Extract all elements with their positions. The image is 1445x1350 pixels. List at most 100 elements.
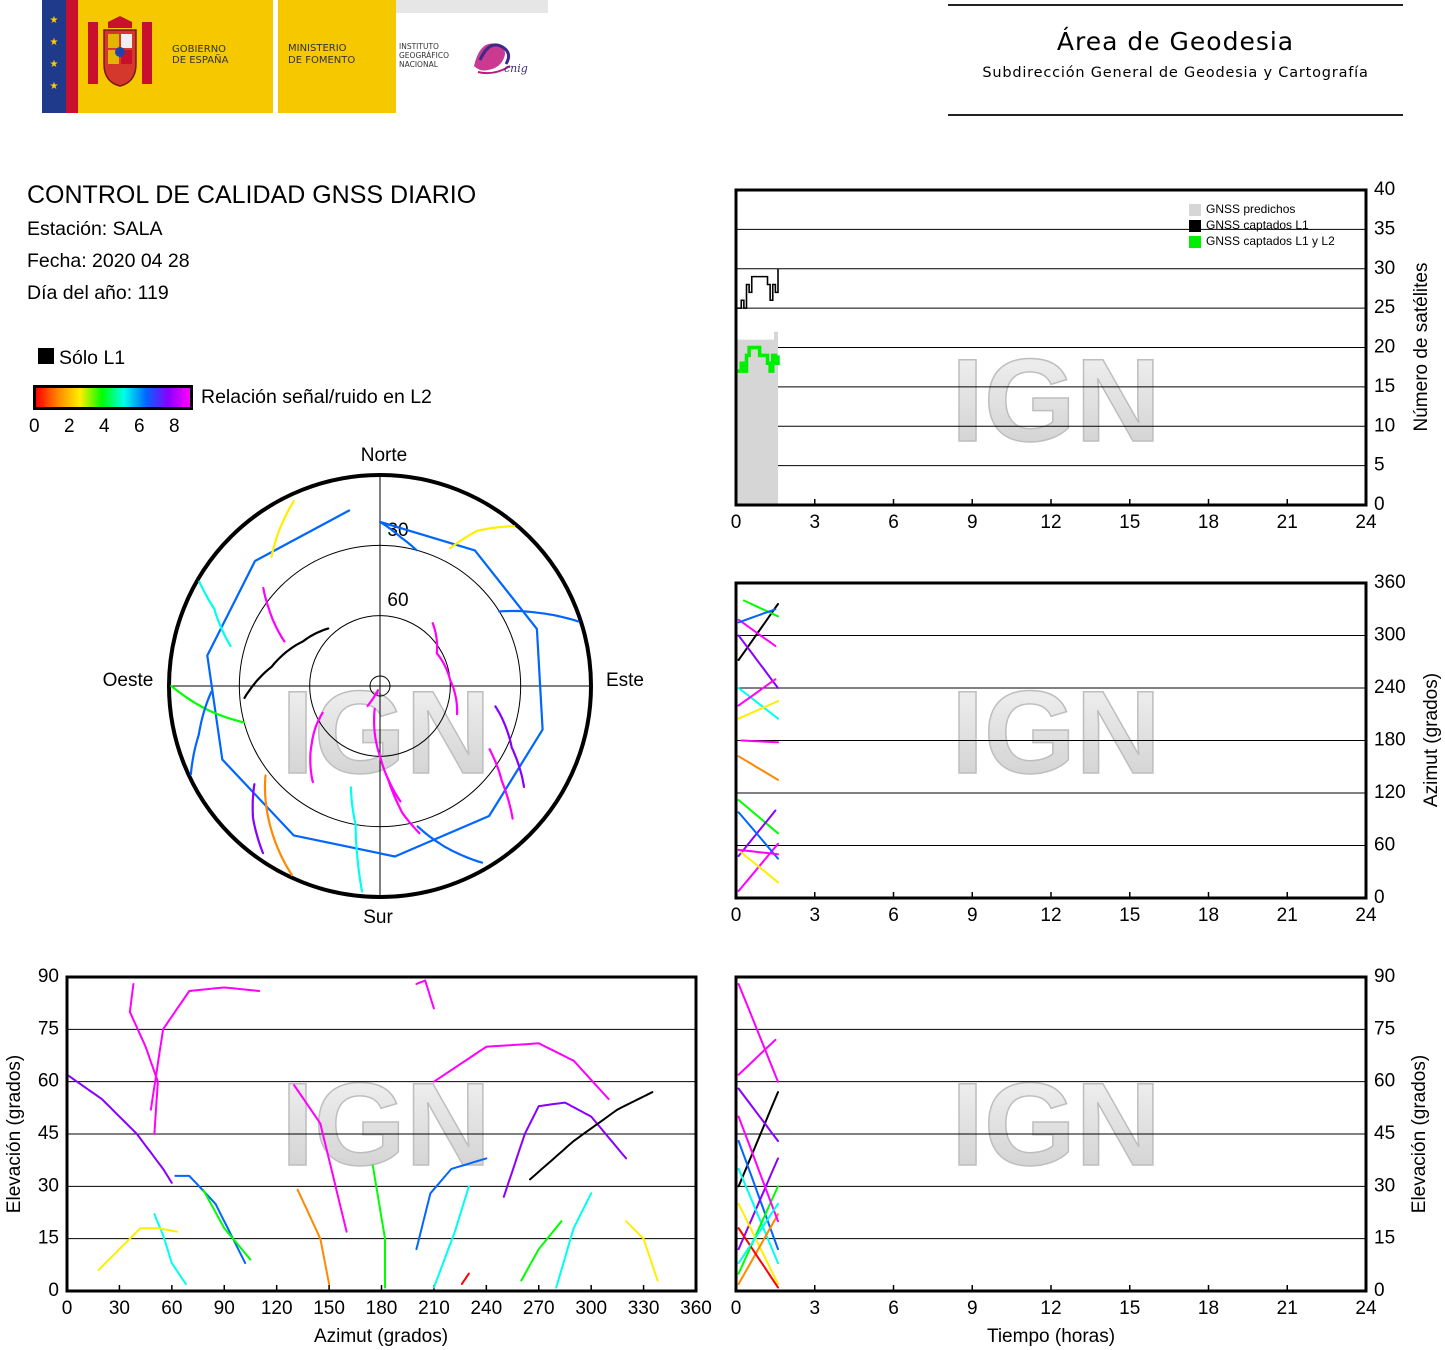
x-tick-label: 9 (967, 1298, 978, 1319)
flag-red-bar (66, 0, 78, 113)
x-tick-label: 12 (1040, 512, 1061, 533)
y-tick-label: 90 (38, 966, 59, 987)
satellite-track (66, 1073, 173, 1184)
satellite-track (737, 700, 779, 720)
y-tick-label: 90 (1374, 966, 1395, 987)
y-tick-label: 10 (1374, 415, 1395, 436)
satellite-track (97, 1227, 179, 1272)
y-tick-label: 35 (1374, 218, 1395, 239)
label-south: Sur (363, 907, 393, 928)
header-logo-bar: ★ ★ ★ ★ GOBIERNO DE ESPAÑA MINISTERIO DE FO… (42, 0, 548, 113)
y-tick-label: 75 (38, 1018, 59, 1039)
satellite-track (737, 811, 779, 860)
ign-panel-top (396, 0, 548, 13)
ring-label-60: 60 (387, 590, 408, 611)
satellite-track (416, 825, 484, 864)
y-tick-label: 0 (1374, 494, 1385, 515)
y-tick-label: 15 (1374, 376, 1395, 397)
x-tick-label: 270 (523, 1298, 555, 1319)
legend-label: GNSS predichos (1206, 202, 1295, 216)
x-tick-label: 180 (366, 1298, 398, 1319)
x-tick-label: 18 (1198, 512, 1219, 533)
ign-watermark: IGN (951, 1059, 1161, 1191)
satellite-track (555, 1192, 593, 1289)
x-tick-label: 9 (967, 512, 978, 533)
satellite-track (737, 634, 779, 689)
snr-colorbar (33, 385, 193, 410)
satellite-track (432, 1042, 610, 1101)
legend-swatch (1189, 204, 1201, 216)
x-tick-label: 6 (888, 905, 899, 926)
legend-swatch (1189, 236, 1201, 248)
x-tick-label: 30 (109, 1298, 130, 1319)
satellite-track (128, 983, 159, 1135)
date-label: Fecha: 2020 04 28 (27, 250, 190, 272)
x-tick-label: 360 (680, 1298, 712, 1319)
satellite-track (415, 1157, 488, 1251)
satellite-track (270, 500, 295, 558)
y-tick-label: 0 (1374, 1280, 1385, 1301)
y-tick-label: 40 (1374, 179, 1395, 200)
y-tick-label: 180 (1374, 730, 1406, 751)
legend-label: GNSS captados L1 (1206, 218, 1309, 232)
x-tick-label: 240 (470, 1298, 502, 1319)
satellite-track (488, 748, 514, 820)
x-tick-label: 90 (214, 1298, 235, 1319)
satellite-track (153, 1213, 187, 1285)
x-tick-label: 0 (731, 512, 742, 533)
satellite-track (529, 1091, 654, 1181)
cnig-logo-icon: cnig (470, 36, 538, 80)
satellite-track (737, 1115, 779, 1223)
satellite-track (415, 979, 435, 1010)
y-tick-label: 30 (1374, 1175, 1395, 1196)
header-subtitle: Subdirección General de Geodesia y Carto… (982, 65, 1369, 81)
ministry-line-1: MINISTERIO (288, 43, 347, 54)
y-tick-label: 45 (1374, 1123, 1395, 1144)
y-tick-label: 30 (1374, 258, 1395, 279)
satellite-track (243, 627, 330, 699)
l1-only-label: Sólo L1 (59, 347, 126, 369)
spain-flag-strip (42, 0, 66, 113)
legend-label: GNSS captados L1 y L2 (1206, 234, 1335, 248)
y-axis-title: Elevación (grados) (1409, 1055, 1430, 1213)
satellite-track (737, 1038, 777, 1076)
satellite-track (737, 1227, 779, 1289)
satellite-track (494, 705, 526, 788)
x-tick-label: 0 (731, 905, 742, 926)
satellite-track (737, 608, 777, 624)
satellite-track (189, 690, 213, 776)
satellite-track (737, 1202, 779, 1285)
label-east: Este (606, 670, 644, 691)
y-tick-label: 0 (48, 1280, 59, 1301)
snr-tick-8: 8 (169, 416, 180, 437)
satellite-track (174, 1174, 247, 1265)
satellite-track (460, 1272, 470, 1285)
legend-swatch (1189, 220, 1201, 232)
satellite-track (202, 1188, 252, 1261)
y-tick-label: 15 (38, 1228, 59, 1249)
label-north: Norte (361, 445, 407, 466)
x-tick-label: 12 (1040, 1298, 1061, 1319)
plot-frame (734, 975, 1368, 1293)
snr-label: Relación señal/ruido en L2 (201, 386, 432, 408)
y-tick-label: 60 (1374, 835, 1395, 856)
x-tick-label: 15 (1119, 1298, 1140, 1319)
x-tick-label: 15 (1119, 905, 1140, 926)
y-tick-label: 5 (1374, 455, 1385, 476)
satellite-track (737, 848, 779, 856)
flag-stars-icon: ★ ★ ★ ★ (49, 15, 59, 92)
satellite-track (737, 799, 779, 835)
satellite-track (737, 983, 779, 1083)
x-tick-label: 6 (888, 512, 899, 533)
gov-line-2: DE ESPAÑA (172, 55, 229, 66)
y-tick-label: 60 (38, 1071, 59, 1092)
y-tick-label: 300 (1374, 625, 1406, 646)
satellite-track (737, 1091, 779, 1188)
x-axis-title: Azimut (grados) (314, 1326, 448, 1347)
plot-frame (734, 581, 1368, 900)
doy-label: Día del año: 119 (27, 282, 169, 304)
satellite-track (737, 687, 779, 720)
y-tick-label: 240 (1374, 677, 1406, 698)
satellite-track (373, 707, 402, 803)
